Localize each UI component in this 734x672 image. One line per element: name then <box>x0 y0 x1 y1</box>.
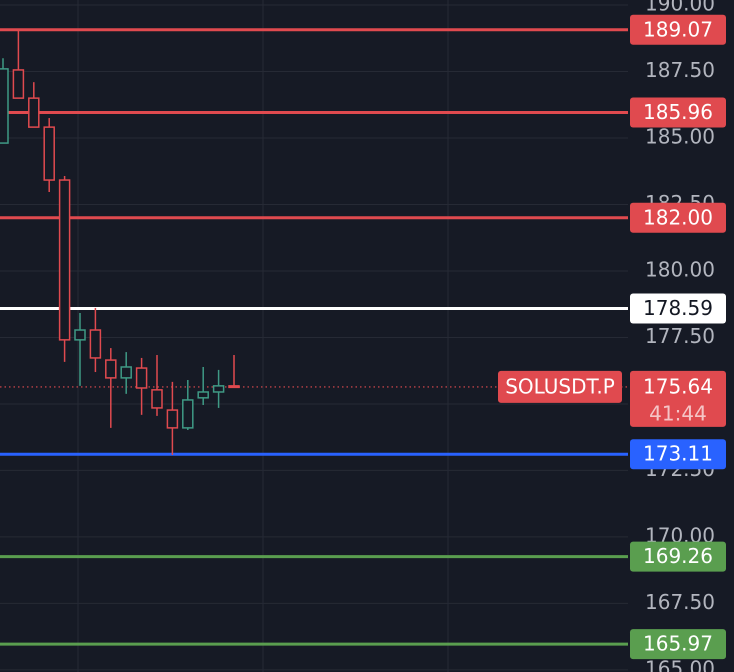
price-label: 173.11 <box>643 442 713 466</box>
y-tick-label: 167.50 <box>645 590 715 614</box>
candle-body <box>228 385 240 389</box>
candle-body <box>74 329 86 341</box>
candle-body <box>28 97 40 128</box>
candle-body <box>0 68 9 144</box>
candle-body <box>105 359 117 379</box>
price-label: 182.00 <box>643 205 713 229</box>
y-tick-label: 187.50 <box>645 58 715 82</box>
price-label: 189.07 <box>643 17 713 41</box>
candle-body <box>182 399 194 429</box>
last-price-box <box>630 370 726 427</box>
price-label: 165.97 <box>643 632 713 656</box>
last-price-label: 175.64 <box>643 374 713 398</box>
price-label: 169.26 <box>643 544 713 568</box>
price-label-box <box>630 97 726 128</box>
y-tick-label: 190.00 <box>645 0 715 16</box>
price-label-box <box>630 202 726 233</box>
candle-body <box>197 391 209 399</box>
y-tick-label: 177.50 <box>645 324 715 348</box>
countdown-label: 41:44 <box>649 401 707 425</box>
price-label-box <box>630 629 726 660</box>
price-label: 185.96 <box>643 100 713 124</box>
symbol-label: SOLUSDT.P <box>505 374 615 398</box>
y-tick-label: 180.00 <box>645 257 715 281</box>
candle-body <box>135 367 148 389</box>
price-label-box <box>630 541 726 572</box>
candle-body <box>12 69 25 99</box>
candle-body <box>166 409 179 429</box>
price-label-box <box>630 293 726 324</box>
symbol-label-box <box>498 370 622 403</box>
price-label-box <box>630 14 726 45</box>
candle-body <box>212 385 225 393</box>
candle-body <box>151 389 163 409</box>
candle-body <box>120 366 132 379</box>
price-label-box <box>630 439 726 470</box>
candle-body <box>89 329 102 359</box>
candle-body <box>58 179 71 341</box>
price-label: 178.59 <box>643 296 713 320</box>
y-tick-label: 165.00 <box>645 656 715 672</box>
candle-body <box>43 126 55 181</box>
y-tick-label: 185.00 <box>645 125 715 149</box>
